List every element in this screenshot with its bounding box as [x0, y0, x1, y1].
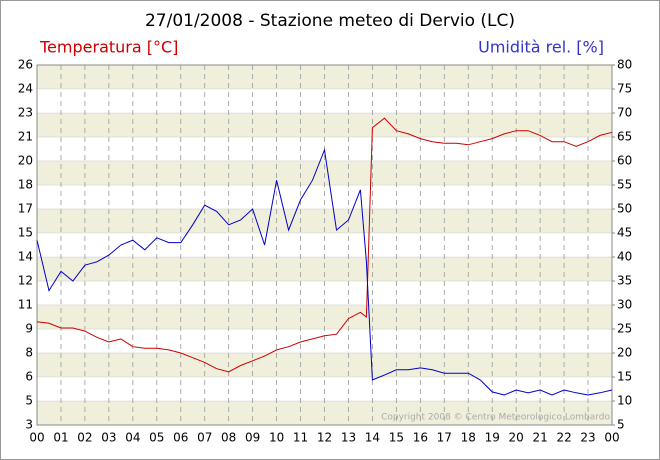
y-tick-label: 8: [25, 346, 33, 360]
y2-axis-title: Umidità rel. [%]: [478, 38, 604, 57]
y-tick-label: 17: [18, 202, 33, 216]
x-tick-label: 13: [341, 431, 356, 445]
y-tick-label: 23: [18, 106, 33, 120]
y2-tick-label: 80: [617, 58, 632, 72]
data-line: [36, 148, 613, 396]
y2-tick-label: 15: [617, 370, 632, 384]
y2-tick-label: 35: [617, 274, 632, 288]
x-tick-label: 06: [173, 431, 188, 445]
y2-tick-label: 45: [617, 226, 632, 240]
band: [37, 257, 612, 281]
y-tick-label: 11: [18, 297, 33, 311]
y2-tick-label: 30: [617, 298, 632, 312]
x-tick-label: 17: [437, 431, 452, 445]
x-tick-label: 16: [413, 431, 428, 445]
y-tick-label: 12: [18, 274, 33, 288]
y-tick-label: 9: [25, 322, 33, 336]
y2-tick-label: 20: [617, 346, 632, 360]
x-tick-label: 23: [580, 431, 595, 445]
y-axis-title: Temperatura [°C]: [39, 38, 178, 57]
y2-tick-label: 25: [617, 322, 632, 336]
x-tick-label: 20: [509, 431, 524, 445]
y-tick-label: 6: [25, 369, 33, 383]
y-tick-label: 14: [18, 250, 33, 264]
data-line: [36, 117, 613, 373]
x-tick-label: 09: [245, 431, 260, 445]
y2-tick-label: 55: [617, 178, 632, 192]
y-tick-label: 3: [25, 418, 33, 432]
y2-tick-label: 60: [617, 154, 632, 168]
y2-tick-label: 40: [617, 250, 632, 264]
y2-tick-label: 10: [617, 394, 632, 408]
y-tick-label: 5: [25, 394, 33, 408]
y2-tick-label: 70: [617, 106, 632, 120]
chart-title: 27/01/2008 - Stazione meteo di Dervio (L…: [145, 11, 515, 31]
x-tick-label: 08: [221, 431, 236, 445]
y-tick-label: 20: [18, 153, 33, 167]
copyright: Copyright 2008 © Centro Meteorologico Lo…: [381, 413, 610, 423]
y-tick-label: 21: [18, 130, 33, 144]
band: [37, 185, 612, 209]
x-tick-label: 04: [125, 431, 140, 445]
x-tick-label: 22: [556, 431, 571, 445]
y2-tick-label: 65: [617, 130, 632, 144]
x-tick-label: 10: [269, 431, 284, 445]
y-tick-label: 18: [18, 178, 33, 192]
x-tick-label: 02: [77, 431, 92, 445]
plot-border: [36, 64, 613, 426]
x-tick-label: 21: [532, 431, 547, 445]
y2-tick-label: 50: [617, 202, 632, 216]
y2-tick-label: 75: [617, 82, 632, 96]
band: [37, 113, 612, 137]
x-tick-label: 00: [29, 431, 44, 445]
y2-tick-label: 5: [617, 418, 625, 432]
x-tick-label: 14: [365, 431, 380, 445]
x-tick-label: 18: [461, 431, 476, 445]
x-tick-label: 00: [604, 431, 619, 445]
y-tick-label: 26: [18, 58, 33, 72]
x-tick-label: 12: [317, 431, 332, 445]
x-tick-label: 07: [197, 431, 212, 445]
x-tick-label: 05: [149, 431, 164, 445]
x-tick-label: 03: [101, 431, 116, 445]
x-tick-label: 15: [389, 431, 404, 445]
x-tick-label: 11: [293, 431, 308, 445]
x-tick-label: 19: [485, 431, 500, 445]
y-tick-label: 24: [18, 81, 33, 95]
y-tick-label: 15: [18, 225, 33, 239]
x-tick-label: 01: [53, 431, 68, 445]
